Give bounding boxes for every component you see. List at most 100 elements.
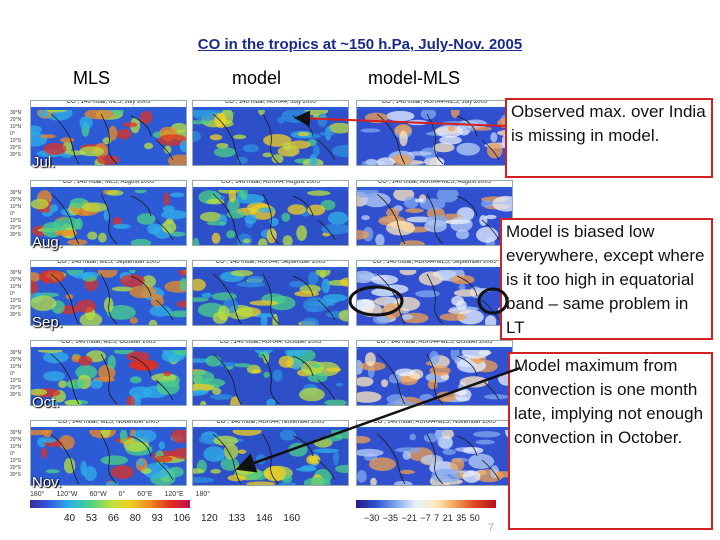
latitude-label: 30°N — [10, 190, 22, 196]
colorbar-tick: 35 — [456, 513, 467, 523]
map-caption: CO , 146 mbar, AURA4, July 2005 — [193, 101, 348, 107]
latitude-label: 10°S — [10, 138, 21, 144]
map-caption: CO , 146 mbar, MLS, October 2005 — [31, 341, 186, 347]
map-field — [357, 110, 512, 165]
latitude-label: 0° — [10, 451, 15, 457]
latitude-label: 10°S — [10, 298, 21, 304]
map-panel-mls: CO , 146 mbar, MLS, October 2005 — [30, 340, 187, 406]
latitude-label: 10°S — [10, 458, 21, 464]
callout-bias: Model is biased low everywhere, except w… — [500, 218, 713, 340]
slide-title: CO in the tropics at ~150 h.Pa, July-Nov… — [197, 36, 523, 53]
latitude-label: 10°N — [10, 284, 22, 290]
colorbar-tick: 120 — [201, 513, 218, 524]
latitude-labels: 30°N 20°N 10°N 0° 10°S 20°S 30°S — [10, 350, 21, 399]
map-caption: CO , 146 mbar, MLS, August 2005 — [31, 181, 186, 187]
latitude-label: 20°S — [10, 145, 21, 151]
map-caption: CO , 146 mbar, AURA4, September 2005 — [193, 261, 348, 267]
month-label: Nov. — [32, 474, 62, 491]
latitude-label: 0° — [10, 211, 15, 217]
latitude-labels: 30°N 20°N 10°N 0° 10°S 20°S 30°S — [10, 430, 21, 479]
latitude-labels: 30°N 20°N 10°N 0° 10°S 20°S 30°S — [10, 270, 21, 319]
map-caption: CO , 146 mbar, AURA4, November 2005 — [193, 421, 348, 427]
latitude-label: 20°S — [10, 465, 21, 471]
latitude-label: 10°N — [10, 204, 22, 210]
colorbar-tick: 80 — [129, 513, 141, 524]
map-panel-diff: CO , 146 mbar, AURA4-MLS, August 2005 — [356, 180, 513, 246]
latitude-label: 20°N — [10, 357, 22, 363]
month-label: Sep. — [32, 314, 63, 331]
colorbar-tick: 40 — [64, 513, 76, 524]
map-panel-diff: CO , 146 mbar, AURA4-MLS, October 2005 — [356, 340, 513, 406]
map-panel-diff: CO , 146 mbar, AURA4-MLS, November 2005 — [356, 420, 513, 486]
map-caption: CO , 146 mbar, AURA4-MLS, July 2005 — [357, 101, 512, 107]
map-caption: CO , 146 mbar, AURA4-MLS, November 2005 — [357, 421, 512, 427]
latitude-label: 20°S — [10, 225, 21, 231]
latitude-label: 30°S — [10, 472, 21, 478]
map-field — [357, 350, 512, 405]
ellipse-west — [348, 285, 404, 317]
map-field — [31, 190, 186, 245]
colorbar-tick: 7 — [434, 513, 440, 523]
map-field — [193, 190, 348, 245]
latitude-label: 10°N — [10, 364, 22, 370]
longitude-label: 120°W — [56, 491, 78, 498]
latitude-label: 30°N — [10, 430, 22, 436]
longitude-label: 180° — [195, 491, 211, 498]
map-caption: CO , 146 mbar, AURA4-MLS, September 2005 — [357, 261, 512, 267]
colorbar-tick: 146 — [255, 513, 273, 524]
map-field — [193, 110, 348, 165]
latitude-label: 0° — [10, 131, 15, 137]
map-field — [193, 270, 348, 325]
latitude-label: 0° — [10, 291, 15, 297]
map-field — [31, 110, 186, 165]
map-field — [31, 350, 186, 405]
latitude-labels: 30°N 20°N 10°N 0° 10°S 20°S 30°S — [10, 190, 21, 239]
map-panel-model: CO , 146 mbar, AURA4, July 2005 — [192, 100, 349, 166]
longitude-labels: 180° 120°W 60°W 0° 60°E 120°E 180° — [30, 491, 210, 498]
ellipse-east — [477, 287, 509, 315]
latitude-label: 0° — [10, 371, 15, 377]
month-label: Aug. — [32, 234, 63, 251]
map-panel-mls: CO , 146 mbar, MLS, November 2005 — [30, 420, 187, 486]
map-caption: CO , 146 mbar, AURA4, August 2005 — [193, 181, 348, 187]
colorbar-tick: 106 — [173, 513, 191, 524]
latitude-label: 10°N — [10, 444, 22, 450]
latitude-label: 20°S — [10, 305, 21, 311]
latitude-label: 20°N — [10, 197, 22, 203]
latitude-label: 20°N — [10, 277, 22, 283]
latitude-label: 10°N — [10, 124, 22, 130]
map-field — [193, 350, 348, 405]
latitude-label: 30°S — [10, 232, 21, 238]
colorbar-tick: 133 — [228, 513, 246, 524]
month-label: Oct. — [32, 394, 60, 411]
colorbar-tick: 93 — [151, 513, 163, 524]
map-field — [31, 270, 186, 325]
colorbar-difference — [356, 500, 496, 508]
map-panel-model: CO , 146 mbar, AURA4, October 2005 — [192, 340, 349, 406]
latitude-label: 20°S — [10, 385, 21, 391]
longitude-label: 60°W — [89, 491, 107, 498]
latitude-label: 30°S — [10, 152, 21, 158]
map-panel-mls: CO , 146 mbar, MLS, September 2005 — [30, 260, 187, 326]
map-field — [357, 430, 512, 485]
colorbar-tick: 21 — [442, 513, 453, 523]
map-caption: CO , 146 mbar, MLS, September 2005 — [31, 261, 186, 267]
colorbar-tick: −35 — [382, 513, 399, 523]
latitude-label: 30°N — [10, 270, 22, 276]
map-caption: CO , 146 mbar, MLS, July 2005 — [31, 101, 186, 107]
map-panel-mls: CO , 146 mbar, MLS, August 2005 — [30, 180, 187, 246]
colorbar-tick: −30 — [364, 513, 380, 523]
latitude-label: 30°S — [10, 392, 21, 398]
longitude-label: 60°E — [137, 491, 153, 498]
callout-convection: Model maximum from convection is one mon… — [508, 352, 713, 530]
map-panel-model: CO , 146 mbar, AURA4, August 2005 — [192, 180, 349, 246]
map-panel-mls: CO , 146 mbar, MLS, July 2005 — [30, 100, 187, 166]
map-caption: CO , 146 mbar, AURA4-MLS, August 2005 — [357, 181, 512, 187]
column-header-mls: MLS — [73, 68, 111, 88]
callout-india: Observed max. over India is missing in m… — [505, 98, 713, 178]
colorbar-tick: −21 — [401, 513, 417, 523]
latitude-label: 20°N — [10, 117, 22, 123]
latitude-label: 20°N — [10, 437, 22, 443]
map-field — [357, 190, 512, 245]
longitude-label: 180° — [30, 491, 45, 498]
